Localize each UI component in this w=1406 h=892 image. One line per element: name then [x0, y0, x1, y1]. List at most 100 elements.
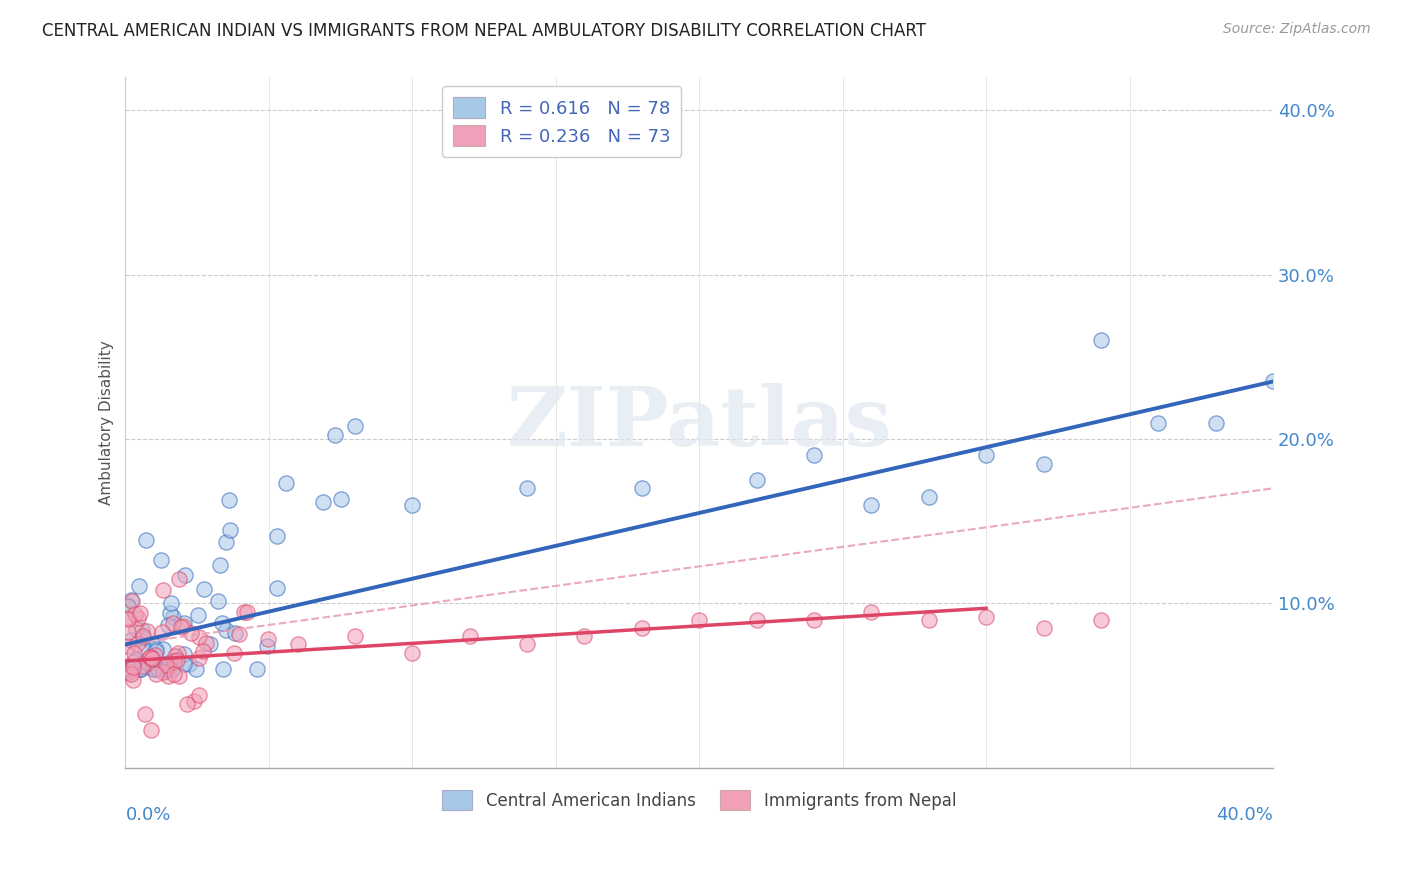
Point	[120, 593, 142, 607]
Point	[135, 533, 157, 547]
Point	[860, 498, 883, 512]
Point	[160, 662, 183, 676]
Point	[803, 449, 825, 463]
Point	[152, 642, 174, 657]
Point	[160, 662, 183, 676]
Point	[187, 651, 209, 665]
Point	[401, 498, 423, 512]
Point	[745, 613, 768, 627]
Point	[124, 646, 146, 660]
Point	[152, 665, 174, 679]
Point	[117, 662, 139, 676]
Point	[125, 623, 148, 637]
Point	[167, 669, 190, 683]
Point	[139, 723, 162, 737]
Point	[166, 653, 188, 667]
Point	[143, 662, 166, 676]
Point	[157, 617, 180, 632]
Point	[256, 639, 278, 653]
Point	[173, 647, 195, 661]
Point	[145, 644, 167, 658]
Point	[323, 427, 346, 442]
Point	[803, 613, 825, 627]
Point	[117, 611, 139, 625]
Point	[132, 631, 155, 645]
Point	[117, 599, 139, 614]
Point	[172, 619, 194, 633]
Point	[209, 558, 232, 573]
Point	[134, 643, 156, 657]
Point	[145, 667, 167, 681]
Point	[198, 637, 221, 651]
Point	[193, 582, 215, 596]
Point	[157, 658, 180, 673]
Point	[974, 609, 997, 624]
Text: ZIPatlas: ZIPatlas	[506, 383, 891, 463]
Point	[312, 495, 335, 509]
Point	[218, 492, 240, 507]
Point	[688, 613, 710, 627]
Point	[187, 607, 209, 622]
Point	[188, 688, 211, 702]
Point	[131, 623, 153, 637]
Point	[574, 629, 596, 643]
Point	[118, 665, 141, 679]
Point	[516, 637, 538, 651]
Point	[401, 646, 423, 660]
Point	[180, 626, 202, 640]
Point	[1261, 375, 1284, 389]
Point	[153, 662, 176, 676]
Point	[211, 662, 233, 676]
Point	[150, 553, 173, 567]
Point	[142, 662, 165, 676]
Point	[183, 694, 205, 708]
Point	[121, 660, 143, 674]
Y-axis label: Ambulatory Disability: Ambulatory Disability	[100, 340, 114, 505]
Point	[179, 657, 201, 671]
Point	[122, 673, 145, 688]
Point	[143, 648, 166, 663]
Point	[120, 662, 142, 676]
Point	[918, 613, 941, 627]
Point	[120, 667, 142, 681]
Point	[117, 624, 139, 639]
Text: Source: ZipAtlas.com: Source: ZipAtlas.com	[1223, 22, 1371, 37]
Point	[138, 656, 160, 670]
Point	[131, 658, 153, 673]
Point	[125, 653, 148, 667]
Point	[173, 567, 195, 582]
Point	[1090, 613, 1112, 627]
Point	[122, 655, 145, 669]
Point	[121, 594, 143, 608]
Point	[136, 624, 159, 639]
Point	[215, 534, 238, 549]
Point	[222, 647, 245, 661]
Point	[128, 662, 150, 676]
Point	[224, 626, 246, 640]
Point	[195, 636, 218, 650]
Point	[193, 644, 215, 658]
Point	[128, 662, 150, 676]
Point	[169, 572, 191, 586]
Point	[127, 637, 149, 651]
Point	[141, 652, 163, 666]
Point	[176, 697, 198, 711]
Point	[188, 630, 211, 644]
Point	[207, 594, 229, 608]
Point	[631, 481, 654, 495]
Point	[343, 629, 366, 643]
Point	[860, 605, 883, 619]
Point	[155, 657, 177, 672]
Point	[153, 662, 176, 676]
Point	[211, 615, 233, 630]
Point	[117, 639, 139, 653]
Point	[129, 606, 152, 620]
Point	[1147, 416, 1170, 430]
Point	[184, 662, 207, 676]
Point	[128, 662, 150, 676]
Point	[120, 662, 142, 676]
Point	[218, 523, 240, 537]
Point	[162, 609, 184, 624]
Point	[1032, 621, 1054, 635]
Point	[117, 661, 139, 675]
